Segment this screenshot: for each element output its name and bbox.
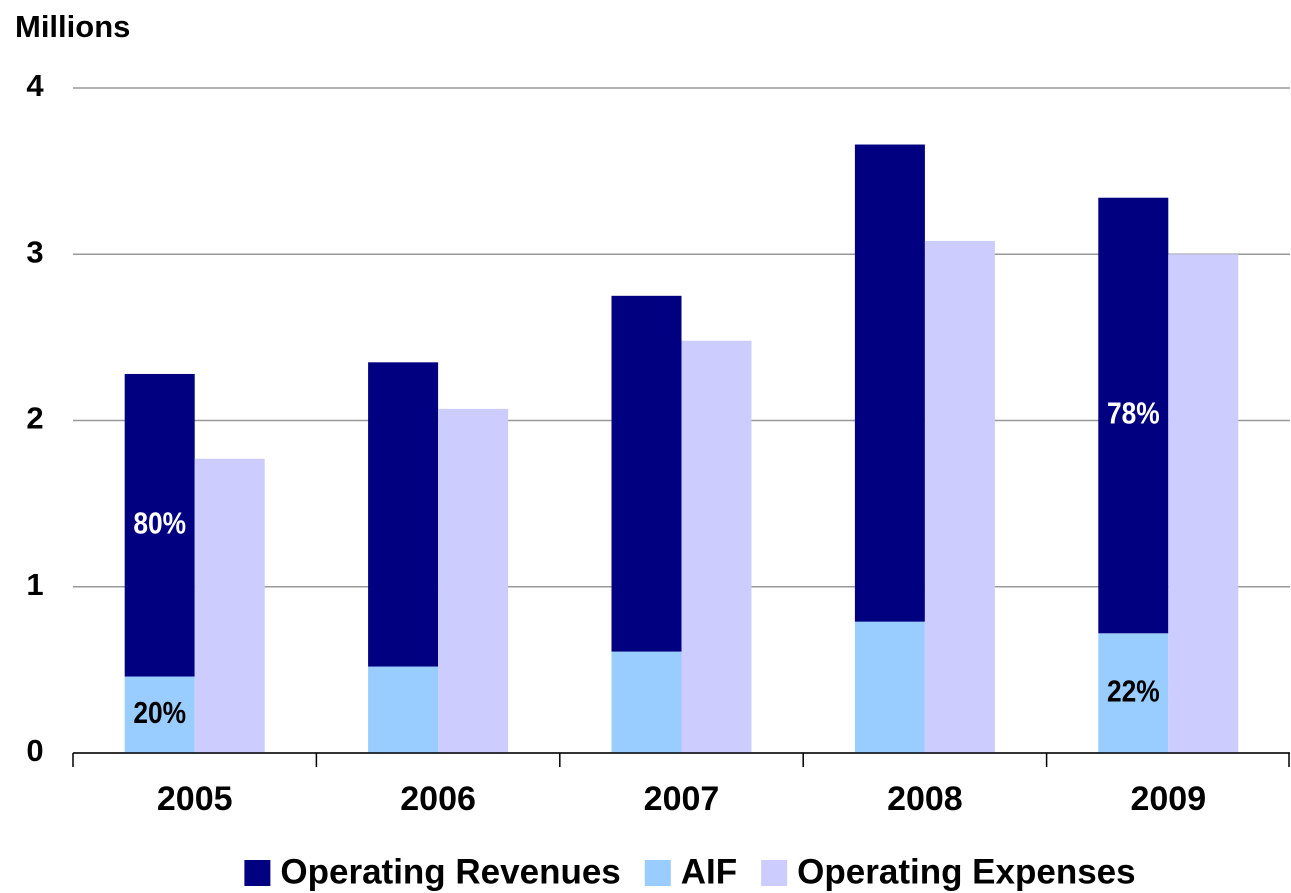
bar-segment bbox=[124, 676, 195, 753]
y-tick-label: 3 bbox=[26, 234, 43, 269]
bar-segment bbox=[611, 651, 682, 753]
y-tick-label: 1 bbox=[26, 567, 43, 602]
bar bbox=[1168, 254, 1239, 753]
y-tick-label: 4 bbox=[26, 68, 44, 103]
bar-segment bbox=[1098, 197, 1169, 634]
x-tick-label: 2009 bbox=[1130, 780, 1206, 818]
percent-label: 78% bbox=[1107, 397, 1160, 431]
legend-label: Operating Revenues bbox=[280, 852, 620, 891]
percent-label: 20% bbox=[133, 696, 186, 730]
x-tick-label: 2008 bbox=[887, 780, 963, 818]
bar-segment bbox=[611, 295, 682, 652]
bar bbox=[438, 408, 509, 753]
bar bbox=[681, 340, 752, 753]
bar-segment bbox=[124, 373, 195, 677]
bar-segment bbox=[1098, 633, 1169, 753]
legend-label: Operating Expenses bbox=[797, 852, 1135, 891]
legend-swatch bbox=[244, 860, 271, 886]
legend: Operating Revenues AIF Operating Expenses bbox=[244, 852, 1136, 891]
y-tick-label: 0 bbox=[26, 733, 43, 768]
bar-segment bbox=[368, 362, 439, 667]
x-tick-label: 2006 bbox=[400, 780, 476, 818]
bar-segment bbox=[854, 144, 925, 622]
legend-swatch bbox=[761, 860, 788, 886]
x-tick-label: 2007 bbox=[644, 780, 720, 818]
legend-swatch bbox=[644, 860, 671, 886]
bar bbox=[924, 240, 995, 753]
bar bbox=[194, 458, 265, 753]
x-tick-label: 2005 bbox=[157, 780, 233, 818]
bar-segment bbox=[854, 621, 925, 753]
percent-label: 80% bbox=[133, 506, 186, 540]
percent-label: 22% bbox=[1107, 674, 1160, 708]
bar-segment bbox=[368, 666, 439, 753]
y-axis-label: Millions bbox=[15, 9, 130, 44]
y-tick-label: 2 bbox=[26, 401, 43, 436]
legend-label: AIF bbox=[681, 852, 737, 891]
